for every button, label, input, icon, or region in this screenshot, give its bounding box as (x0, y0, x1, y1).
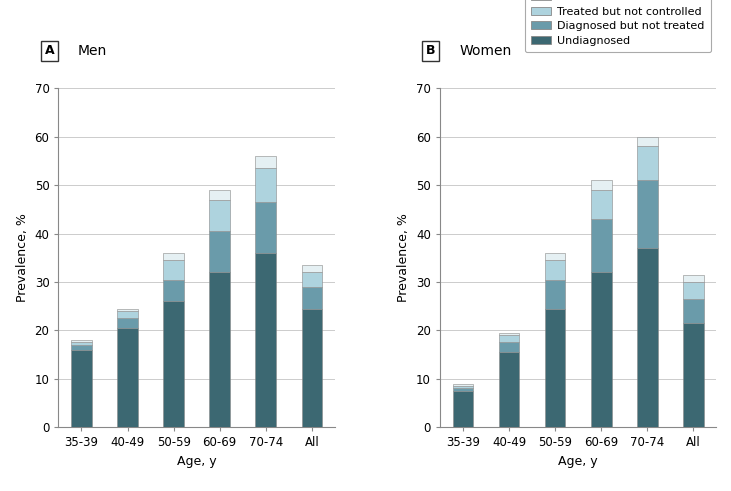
Bar (499, 335, 520, 343)
Bar (545, 253, 566, 260)
Bar (637, 146, 658, 180)
Bar (452, 391, 473, 427)
Bar (591, 190, 612, 219)
Bar (71, 350, 92, 427)
Y-axis label: Prevalence, %: Prevalence, % (16, 213, 29, 302)
Bar (637, 248, 658, 427)
Bar (683, 299, 704, 323)
Bar (209, 200, 230, 231)
Bar (71, 340, 92, 343)
Legend: Controlled, Treated but not controlled, Diagnosed but not treated, Undiagnosed: Controlled, Treated but not controlled, … (525, 0, 711, 52)
Text: Men: Men (77, 44, 107, 58)
Bar (499, 352, 520, 427)
Bar (683, 282, 704, 299)
Bar (117, 311, 138, 318)
Bar (255, 168, 276, 202)
Bar (163, 301, 184, 427)
Bar (302, 287, 322, 309)
Bar (302, 309, 322, 427)
Bar (163, 279, 184, 301)
Bar (163, 253, 184, 260)
Bar (637, 180, 658, 248)
Bar (452, 386, 473, 388)
Bar (209, 231, 230, 273)
Bar (302, 265, 322, 273)
Y-axis label: Prevalence, %: Prevalence, % (398, 213, 411, 302)
Bar (163, 260, 184, 279)
Text: Women: Women (459, 44, 512, 58)
X-axis label: Age, y: Age, y (558, 455, 598, 468)
Bar (117, 309, 138, 311)
Bar (545, 279, 566, 309)
Bar (591, 180, 612, 190)
Text: B: B (426, 44, 436, 57)
Bar (452, 388, 473, 391)
Bar (117, 328, 138, 427)
Bar (545, 309, 566, 427)
Bar (452, 383, 473, 386)
Bar (255, 156, 276, 168)
Bar (499, 343, 520, 352)
Bar (209, 273, 230, 427)
Bar (637, 137, 658, 146)
Bar (255, 202, 276, 253)
Bar (209, 190, 230, 200)
Bar (302, 273, 322, 287)
Bar (591, 273, 612, 427)
Bar (255, 253, 276, 427)
X-axis label: Age, y: Age, y (177, 455, 216, 468)
Bar (499, 333, 520, 335)
Bar (591, 219, 612, 273)
Text: A: A (45, 44, 54, 57)
Bar (683, 323, 704, 427)
Bar (545, 260, 566, 279)
Bar (71, 345, 92, 350)
Bar (71, 343, 92, 345)
Bar (683, 275, 704, 282)
Bar (117, 318, 138, 328)
